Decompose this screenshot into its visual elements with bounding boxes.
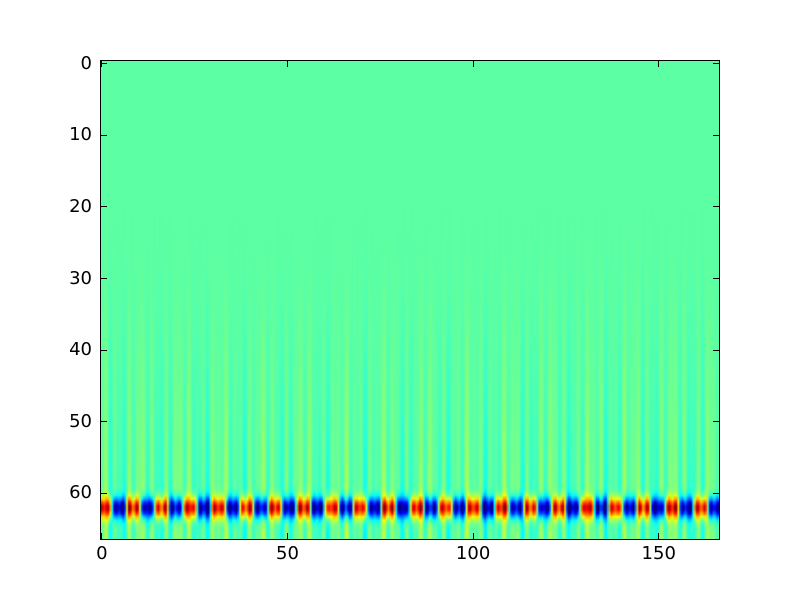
y-tick <box>713 492 719 494</box>
heatmap-image <box>100 60 720 540</box>
y-tick <box>101 63 107 65</box>
x-tick <box>101 533 103 539</box>
y-tick-label: 60 <box>69 482 92 504</box>
y-tick <box>101 349 107 351</box>
x-tick <box>658 61 660 67</box>
x-tick-label: 50 <box>276 543 299 564</box>
y-tick-label: 40 <box>69 339 92 361</box>
y-tick-label: 10 <box>69 124 92 146</box>
y-tick <box>101 206 107 208</box>
y-tick-label: 20 <box>69 195 92 217</box>
y-tick <box>101 278 107 279</box>
x-tick-label: 100 <box>455 543 491 564</box>
y-tick-label: 50 <box>69 410 92 432</box>
x-tick <box>286 61 288 67</box>
y-tick <box>713 134 719 136</box>
x-tick-label: 0 <box>96 543 108 564</box>
x-tick <box>472 533 474 539</box>
y-tick <box>713 421 719 423</box>
y-tick <box>713 278 719 279</box>
y-tick-label: 0 <box>80 52 92 74</box>
y-tick <box>713 349 719 351</box>
x-tick <box>658 533 660 539</box>
x-tick <box>286 533 288 539</box>
y-tick <box>101 421 107 423</box>
y-tick <box>713 63 719 65</box>
x-tick <box>472 61 474 67</box>
y-tick <box>101 492 107 494</box>
y-tick-label: 30 <box>69 267 92 289</box>
x-tick-label: 150 <box>641 543 676 564</box>
y-tick <box>101 134 107 136</box>
y-tick <box>713 206 719 208</box>
